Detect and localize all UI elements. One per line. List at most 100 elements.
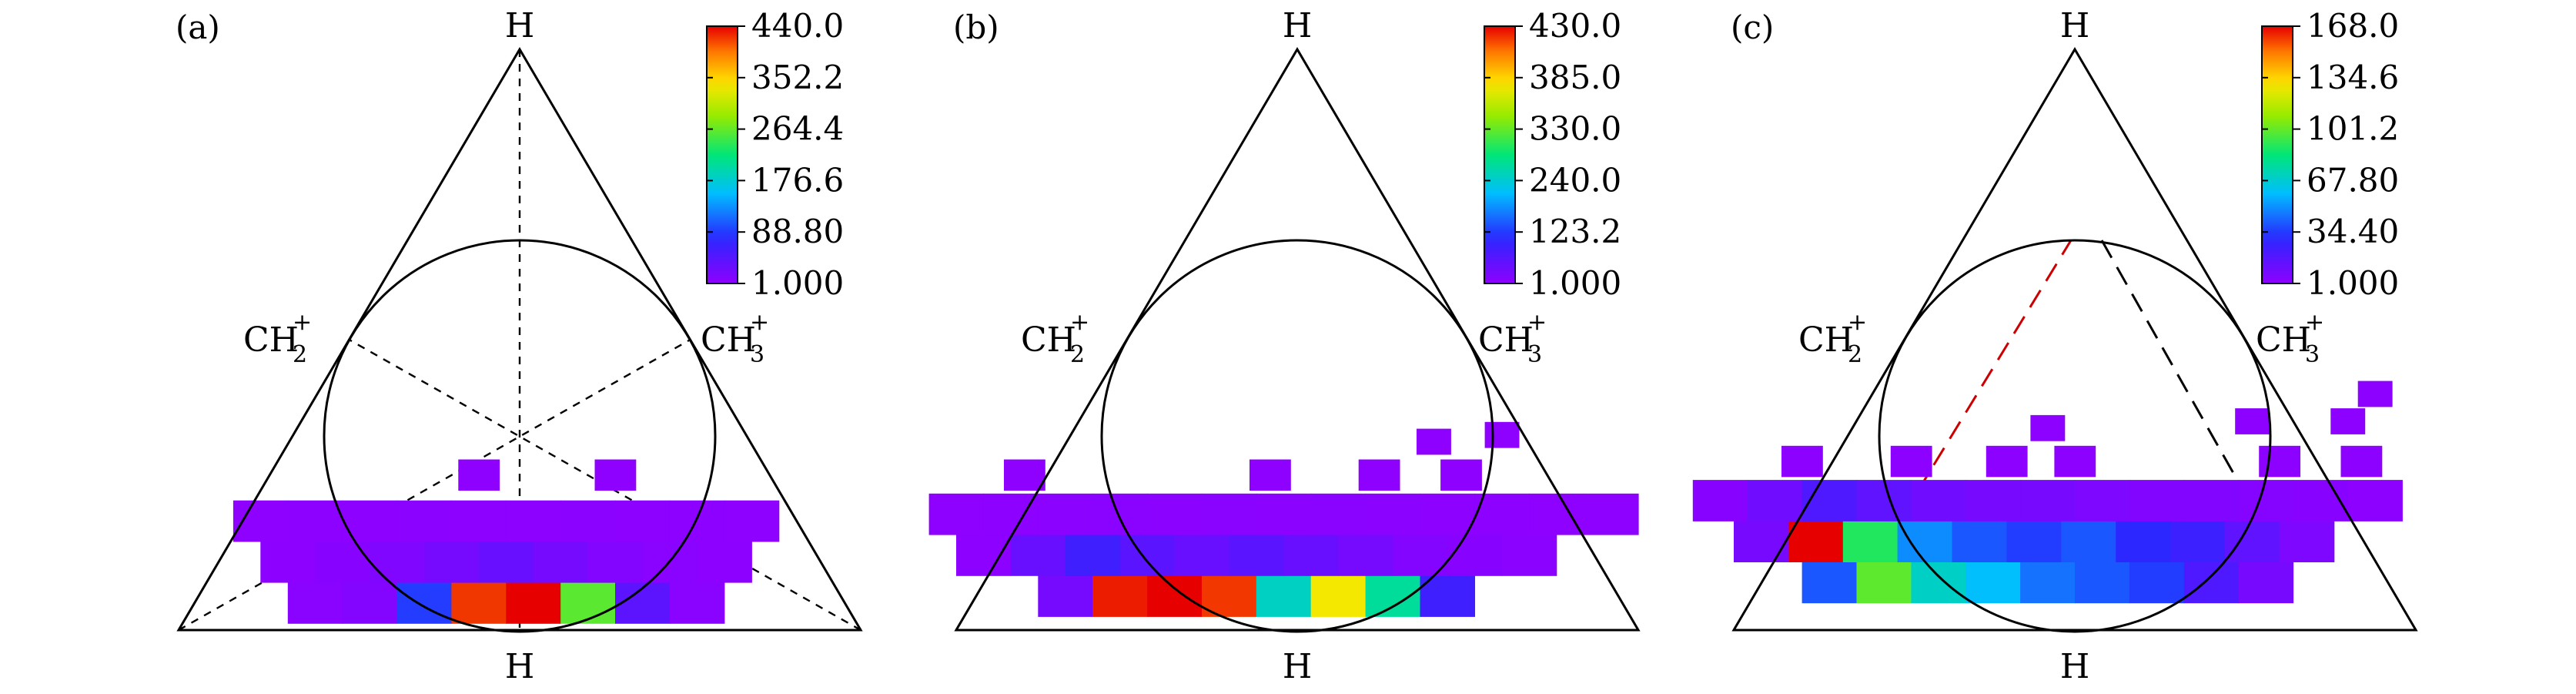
- left-vertex-superscript: +: [293, 309, 312, 336]
- heatmap-cell: [669, 582, 725, 624]
- heatmap-cell: [2235, 408, 2270, 434]
- heatmap-cell: [1174, 535, 1229, 576]
- heatmap-cell: [1440, 459, 1482, 491]
- heatmap-cell: [424, 541, 480, 583]
- left-vertex-label: CH: [243, 320, 299, 360]
- heatmap-cell: [983, 493, 1039, 535]
- left-vertex-subscript: 2: [293, 341, 307, 368]
- heatmap-cell: [1256, 493, 1312, 535]
- heatmap-cell: [956, 535, 1012, 576]
- heatmap-cell: [669, 500, 725, 542]
- colorbar: [706, 25, 738, 284]
- heatmap-cell: [560, 582, 616, 624]
- heatmap-cell: [928, 493, 985, 535]
- heatmap-cell: [2006, 521, 2062, 562]
- heatmap-cell: [1310, 493, 1367, 535]
- heatmap-cell: [1802, 562, 1858, 604]
- left-vertex-superscript: +: [1070, 309, 1089, 336]
- heatmap-cell: [1911, 562, 1966, 604]
- heatmap-cell: [1734, 521, 1789, 562]
- colorbar-tick-label: 134.6: [2307, 59, 2399, 96]
- heatmap-cell: [506, 500, 561, 542]
- heatmap-cell: [2020, 562, 2076, 604]
- top-vertex-label: H: [1283, 6, 1312, 45]
- right-vertex-superscript: +: [750, 309, 769, 336]
- top-vertex-label: H: [2060, 6, 2089, 45]
- right-vertex-label: CH: [701, 320, 756, 360]
- bottom-vertex-label: H: [505, 647, 534, 686]
- dashed-guide-black: [2100, 240, 2256, 511]
- heatmap-cell: [1358, 459, 1400, 491]
- heatmap-cell: [2129, 562, 2185, 604]
- kinematic-circle: [323, 239, 717, 633]
- heatmap-cell: [2259, 445, 2300, 478]
- heatmap-cell: [2340, 445, 2383, 478]
- right-vertex-subscript: 3: [2305, 341, 2320, 368]
- heatmap-cell: [1310, 575, 1367, 617]
- heatmap-cell: [1890, 445, 1932, 478]
- panel-label: (c): [1731, 8, 1774, 46]
- colorbar: [2261, 25, 2293, 284]
- heatmap-cell: [1092, 493, 1148, 535]
- bottom-vertex-label: H: [2060, 647, 2089, 686]
- heatmap-cell: [1529, 493, 1584, 535]
- heatmap-cell: [315, 541, 370, 583]
- heatmap-cell: [2183, 480, 2240, 521]
- heatmap-cell: [1010, 535, 1066, 576]
- heatmap-cell: [287, 500, 343, 542]
- heatmap-cell: [2224, 521, 2280, 562]
- heatmap-cell: [587, 541, 644, 583]
- heatmap-cell: [1781, 445, 1823, 478]
- heatmap-cell: [1584, 493, 1639, 535]
- heatmap-cell: [1038, 493, 1093, 535]
- heatmap-cell: [2030, 414, 2066, 441]
- colorbar-tick-label: 88.80: [751, 213, 844, 250]
- colorbar: [1484, 25, 1516, 284]
- heatmap-cell: [1788, 521, 1844, 562]
- heatmap-cell: [1802, 480, 1858, 521]
- right-vertex-subscript: 3: [1527, 341, 1542, 368]
- heatmap-cell: [1256, 575, 1312, 617]
- right-vertex-label: CH: [1478, 320, 1534, 360]
- panel-label: (a): [176, 8, 220, 46]
- heatmap-cell: [1965, 562, 2021, 604]
- heatmap-cell: [2075, 480, 2130, 521]
- heatmap-cell: [560, 500, 616, 542]
- colorbar-tick-label: 1.000: [1529, 264, 1621, 302]
- colorbar-tick-label: 240.0: [1529, 161, 1621, 199]
- median-line: [178, 338, 691, 632]
- right-vertex-superscript: +: [1527, 309, 1547, 336]
- heatmap-cell: [1484, 421, 1520, 448]
- heatmap-cell: [478, 541, 534, 583]
- right-vertex-label: CH: [2256, 320, 2311, 360]
- heatmap-cell: [1202, 575, 1257, 617]
- heatmap-cell: [1250, 459, 1291, 491]
- heatmap-cell: [2238, 562, 2294, 604]
- heatmap-cell: [396, 582, 452, 624]
- colorbar-tick-label: 264.4: [751, 110, 844, 148]
- heatmap-cell: [1420, 575, 1475, 617]
- heatmap-cell: [2054, 445, 2096, 478]
- bottom-vertex-label: H: [1283, 647, 1312, 686]
- left-vertex-subscript: 2: [1848, 341, 1862, 368]
- heatmap-cell: [2357, 381, 2393, 407]
- heatmap-cell: [2020, 480, 2076, 521]
- heatmap-cell: [2129, 480, 2185, 521]
- heatmap-cell: [1338, 535, 1393, 576]
- colorbar-tick-label: 440.0: [751, 7, 844, 45]
- heatmap-cell: [1897, 521, 1953, 562]
- kinematic-circle: [1878, 239, 2272, 633]
- colorbar-tick-label: 1.000: [2307, 264, 2399, 302]
- dashed-guide-red: [1900, 240, 2073, 518]
- heatmap-cell: [287, 582, 343, 624]
- heatmap-cell: [1065, 535, 1121, 576]
- heatmap-cell: [1004, 459, 1045, 491]
- heatmap-cell: [370, 541, 425, 583]
- colorbar-tick-label: 385.0: [1529, 59, 1621, 96]
- heatmap-cell: [594, 459, 637, 491]
- heatmap-cell: [2238, 480, 2294, 521]
- heatmap-cell: [724, 500, 780, 542]
